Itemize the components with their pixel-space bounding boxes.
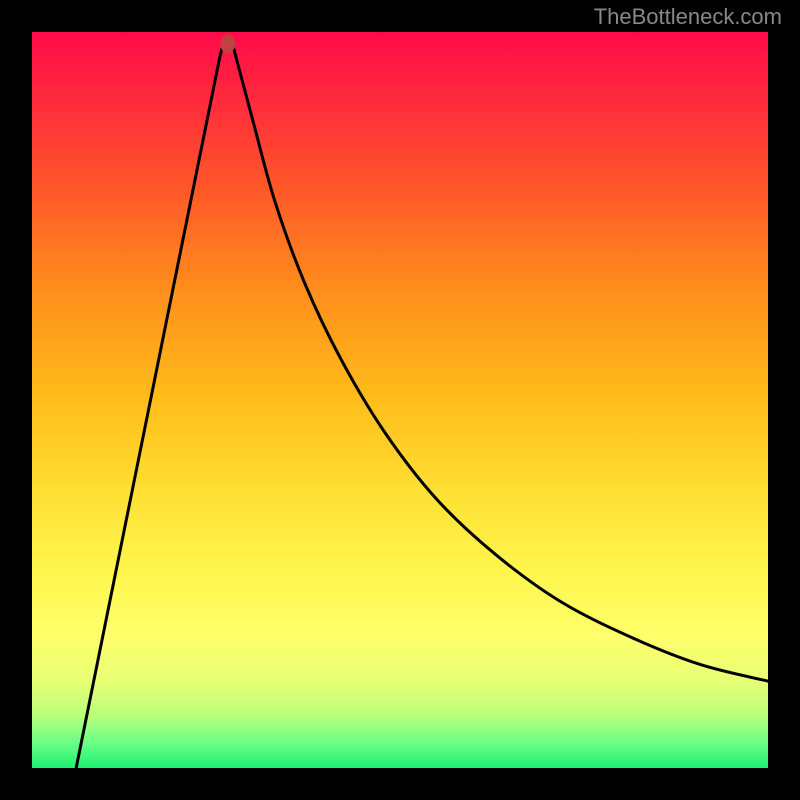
- chart-plot-area: [32, 32, 768, 768]
- curve-right-branch: [234, 51, 768, 681]
- chart-curve-layer: [32, 32, 768, 768]
- curve-left-branch: [76, 54, 220, 768]
- watermark-text: TheBottleneck.com: [594, 4, 782, 30]
- minimum-marker: [220, 34, 235, 53]
